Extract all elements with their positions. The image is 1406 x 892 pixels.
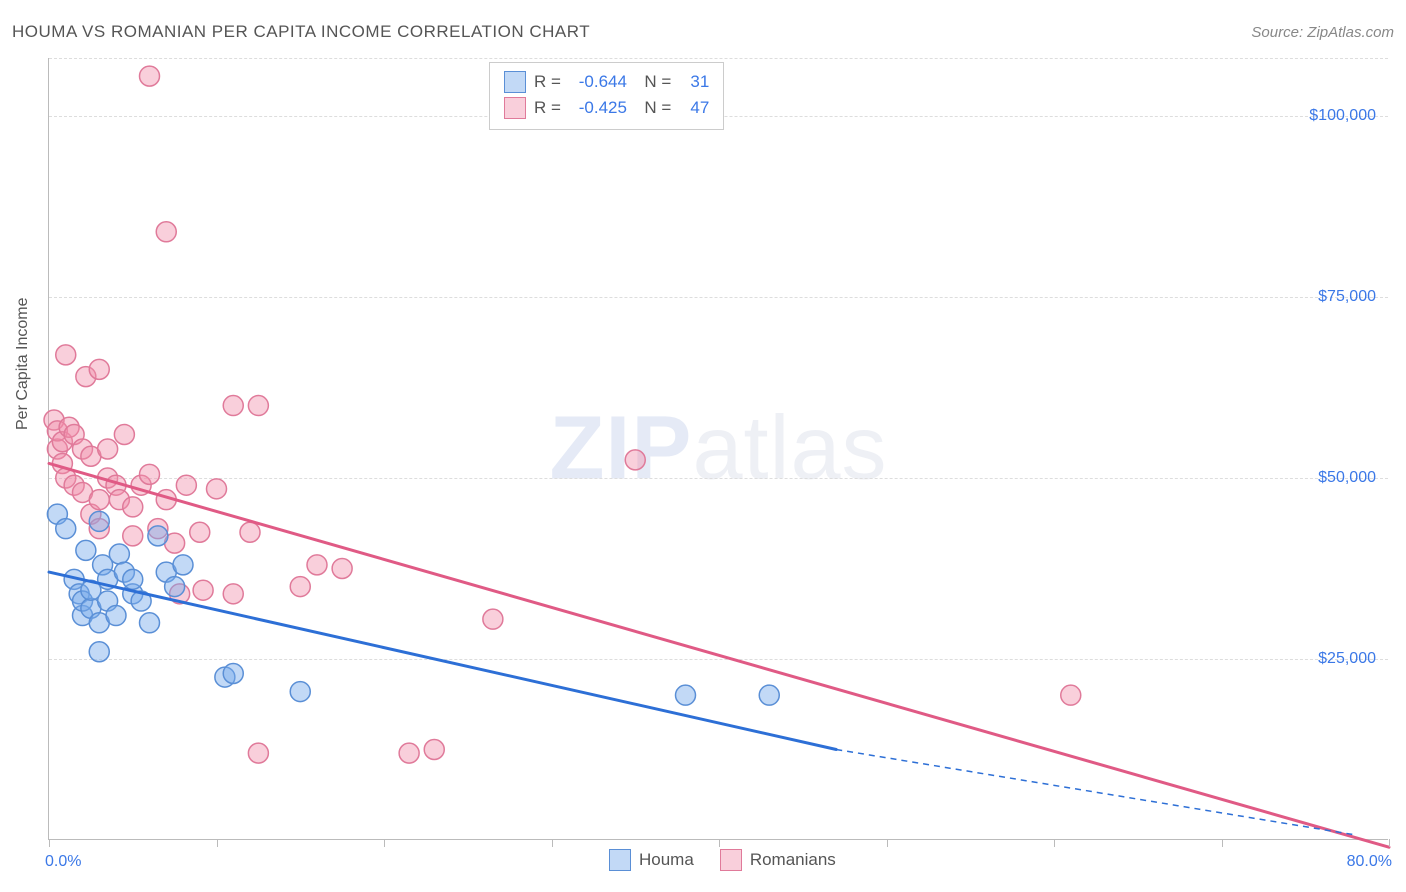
- stat-n-value: 47: [679, 98, 709, 118]
- romanians-point: [207, 479, 227, 499]
- romanians-point: [248, 396, 268, 416]
- romanians-point: [89, 490, 109, 510]
- stat-r-value: -0.644: [569, 72, 627, 92]
- x-tick-label-start: 0.0%: [45, 853, 81, 871]
- x-tick-label-end: 80.0%: [1347, 853, 1392, 871]
- romanians-point: [156, 222, 176, 242]
- x-tick: [719, 839, 720, 847]
- x-tick: [1054, 839, 1055, 847]
- houma-trendline: [49, 572, 836, 749]
- romanians-point: [424, 739, 444, 759]
- romanians-point: [140, 464, 160, 484]
- series-swatch: [504, 71, 526, 93]
- romanians-point: [399, 743, 419, 763]
- x-tick: [552, 839, 553, 847]
- romanians-trendline: [49, 463, 1389, 847]
- romanians-point: [625, 450, 645, 470]
- series-swatch: [720, 849, 742, 871]
- stat-r-label: R =: [534, 98, 561, 118]
- houma-point: [173, 555, 193, 575]
- y-axis-title: Per Capita Income: [14, 297, 32, 430]
- stat-n-label: N =: [635, 72, 671, 92]
- romanians-point: [190, 522, 210, 542]
- correlation-stats-box: R = -0.644 N = 31 R = -0.425 N = 47: [489, 62, 724, 130]
- romanians-point: [248, 743, 268, 763]
- legend-item-romanians: Romanians: [720, 849, 836, 871]
- romanians-point: [123, 526, 143, 546]
- x-tick: [49, 839, 50, 847]
- stat-r-value: -0.425: [569, 98, 627, 118]
- houma-point: [140, 613, 160, 633]
- x-tick: [1222, 839, 1223, 847]
- stats-row: R = -0.425 N = 47: [504, 95, 709, 121]
- houma-point: [89, 511, 109, 531]
- houma-point: [165, 577, 185, 597]
- x-tick: [1389, 839, 1390, 847]
- stats-row: R = -0.644 N = 31: [504, 69, 709, 95]
- romanians-point: [240, 522, 260, 542]
- houma-point: [759, 685, 779, 705]
- chart-title: HOUMA VS ROMANIAN PER CAPITA INCOME CORR…: [12, 22, 590, 42]
- houma-point: [106, 606, 126, 626]
- houma-point: [76, 540, 96, 560]
- houma-point: [123, 569, 143, 589]
- romanians-point: [483, 609, 503, 629]
- romanians-point: [193, 580, 213, 600]
- romanians-point: [307, 555, 327, 575]
- romanians-point: [123, 497, 143, 517]
- romanians-point: [223, 396, 243, 416]
- legend-label: Romanians: [750, 850, 836, 870]
- houma-point: [290, 682, 310, 702]
- x-tick: [217, 839, 218, 847]
- romanians-point: [56, 345, 76, 365]
- houma-point: [148, 526, 168, 546]
- source-attribution: Source: ZipAtlas.com: [1251, 24, 1394, 41]
- houma-point: [676, 685, 696, 705]
- romanians-point: [98, 439, 118, 459]
- romanians-point: [89, 359, 109, 379]
- romanians-point: [332, 558, 352, 578]
- houma-point: [56, 519, 76, 539]
- scatter-chart: [49, 58, 1388, 839]
- romanians-point: [140, 66, 160, 86]
- legend-item-houma: Houma: [609, 849, 694, 871]
- romanians-point: [176, 475, 196, 495]
- plot-area: ZIPatlas $25,000$50,000$75,000$100,000 R…: [48, 58, 1388, 840]
- stat-r-label: R =: [534, 72, 561, 92]
- romanians-point: [114, 425, 134, 445]
- stat-n-value: 31: [679, 72, 709, 92]
- houma-point: [89, 642, 109, 662]
- series-swatch: [504, 97, 526, 119]
- series-legend: Houma Romanians: [609, 849, 836, 871]
- stat-n-label: N =: [635, 98, 671, 118]
- series-swatch: [609, 849, 631, 871]
- romanians-point: [1061, 685, 1081, 705]
- houma-point: [109, 544, 129, 564]
- houma-point: [223, 663, 243, 683]
- romanians-point: [290, 577, 310, 597]
- legend-label: Houma: [639, 850, 694, 870]
- x-tick: [887, 839, 888, 847]
- x-tick: [384, 839, 385, 847]
- romanians-point: [223, 584, 243, 604]
